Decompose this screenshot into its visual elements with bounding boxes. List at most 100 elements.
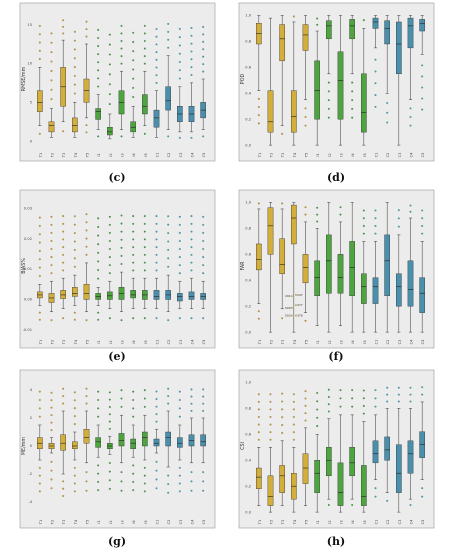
outlier-point (143, 405, 146, 408)
outlier-point (155, 51, 158, 54)
outlier-point (143, 230, 146, 233)
outlier-point (178, 69, 181, 72)
outlier-point (50, 256, 53, 259)
outlier-point (85, 387, 88, 390)
outlier-point (97, 489, 100, 492)
outlier-point (132, 489, 135, 492)
box-I3 (337, 15, 344, 146)
outlier-point (38, 25, 41, 27)
outlier-point (85, 213, 88, 216)
iqr-box (95, 437, 101, 448)
outlier-point (397, 393, 400, 396)
outlier-point (281, 202, 284, 205)
outlier-point (316, 206, 319, 209)
outlier-point (132, 317, 135, 320)
outlier-point (38, 482, 41, 485)
outlier-point (362, 412, 365, 415)
outlier-point (62, 215, 65, 218)
box-I2 (107, 391, 113, 490)
iqr-box (302, 453, 309, 484)
iqr-box (177, 437, 183, 448)
outlier-point (62, 246, 65, 249)
outlier-point (97, 277, 100, 280)
outlier-point (178, 399, 181, 401)
y-tick-label: 0.2 (245, 304, 251, 308)
outlier-point (85, 20, 88, 23)
outlier-point (50, 215, 53, 218)
outlier-point (73, 57, 76, 60)
outlier-point (202, 388, 205, 391)
box-I4 (130, 390, 136, 492)
y-tick-label: 2 (30, 416, 32, 420)
iqr-box (337, 51, 344, 120)
x-tick-label: T3 (281, 520, 285, 525)
outlier-point (132, 269, 135, 272)
box-T1 (256, 15, 262, 125)
box-T3 (279, 392, 285, 506)
outlier-point (190, 269, 193, 272)
outlier-point (97, 45, 100, 48)
outlier-point (351, 107, 354, 110)
box-C1 (372, 389, 379, 498)
iqr-box (291, 90, 297, 133)
outlier-point (178, 36, 181, 39)
outlier-point (374, 82, 377, 85)
outlier-point (178, 77, 181, 80)
outlier-point (97, 260, 100, 263)
outlier-point (155, 460, 158, 463)
outlier-point (108, 240, 111, 242)
outlier-point (202, 240, 205, 242)
outlier-point (202, 256, 205, 259)
outlier-point (257, 97, 260, 100)
x-tick-label: C1 (375, 340, 379, 345)
outlier-point (155, 81, 158, 84)
x-tick-label: C2 (167, 340, 171, 345)
outlier-point (120, 263, 123, 265)
box-C2 (384, 386, 390, 502)
box-T1 (256, 202, 262, 320)
outlier-point (155, 269, 158, 272)
outlier-point (108, 413, 111, 416)
panel-label: (c) (108, 171, 125, 184)
outlier-point (120, 214, 123, 217)
outlier-point (85, 124, 88, 127)
x-tick-label: T4 (293, 152, 297, 158)
iqr-box (107, 127, 113, 136)
outlier-point (97, 472, 100, 475)
outlier-point (155, 43, 158, 46)
outlier-point (97, 269, 100, 272)
outlier-point (190, 222, 193, 225)
iqr-box (72, 287, 78, 297)
outlier-point (421, 495, 424, 498)
x-tick-label: I5 (144, 153, 148, 156)
outlier-point (97, 407, 100, 410)
outlier-point (202, 471, 205, 474)
outlier-point (155, 222, 158, 225)
x-tick-label: C4 (191, 152, 195, 158)
iqr-box (419, 19, 425, 32)
outlier-point (155, 215, 158, 218)
box-C2 (165, 22, 171, 138)
x-tick-label: I1 (97, 340, 101, 343)
outlier-point (143, 269, 146, 272)
outlier-point (362, 389, 365, 392)
outlier-point (178, 231, 181, 234)
outlier-point (73, 248, 76, 251)
x-tick-label: I2 (328, 520, 332, 523)
outlier-point (421, 75, 424, 78)
outlier-point (50, 469, 53, 472)
outlier-point (178, 136, 181, 139)
outlier-point (143, 474, 146, 477)
box-T1 (37, 216, 43, 321)
outlier-point (409, 204, 412, 207)
outlier-point (281, 132, 284, 135)
outlier-point (257, 310, 260, 313)
annotated-outlier (290, 306, 293, 309)
outlier-point (386, 499, 389, 502)
outlier-point (397, 386, 400, 389)
outlier-point (281, 392, 284, 395)
iqr-box (267, 475, 274, 506)
outlier-point (178, 466, 181, 469)
x-tick-label: I1 (97, 520, 101, 523)
